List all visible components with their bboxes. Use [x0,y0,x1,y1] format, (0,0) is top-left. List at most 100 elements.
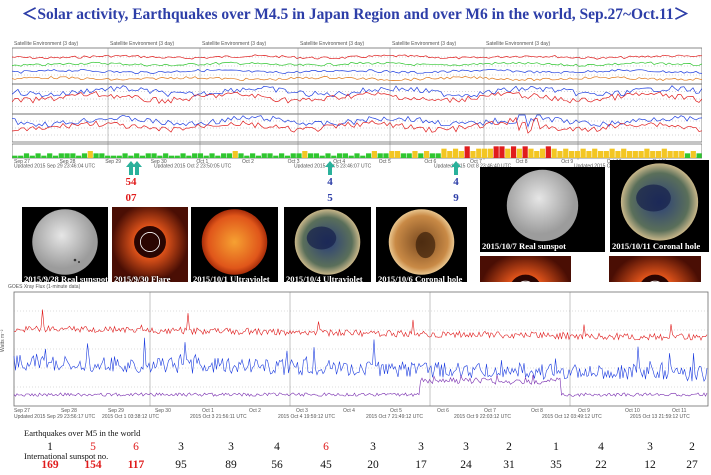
flare-marker-top: 4 [327,176,333,188]
kp-bar [429,153,435,158]
kp-bar [284,155,291,158]
kp-bar [418,153,424,158]
kp-bar [215,155,221,158]
sunspot-count: 169 [41,459,59,471]
earthquake-count: 2 [689,441,695,453]
kp-bar [93,153,99,158]
kp-bar [435,153,441,158]
flare-marker-bottom: 9 [453,192,459,204]
sunspot-count: 95 [175,459,187,471]
solar-photo: 2015/10/6 Coronal hole [376,207,467,285]
flare-marker-top: 54 [125,176,137,188]
flare-marker-top: 4 [453,176,459,188]
kp-bar [626,151,633,158]
kp-bar [673,151,679,158]
kp-bar [209,153,215,158]
kp-bar [87,151,93,158]
kp-bar [261,153,267,158]
solar-photo: 2015/10/1 Ultraviolet [191,207,278,285]
kp-bar [354,153,360,158]
kp-bar [180,153,186,158]
kp-bar [667,151,673,158]
kp-bar [186,155,192,158]
kp-bar [313,153,320,158]
kp-bar [696,153,702,158]
kp-bar [539,148,546,158]
sat-updated-label: Updated 2015 Oct 2 23:50:05 UTC [154,164,232,169]
earthquake-count: 3 [370,441,376,453]
kp-bar [592,148,598,158]
xray-axis-label: Oct 10 [625,408,640,414]
kp-bar [221,153,227,158]
kp-bar [609,148,615,158]
kp-bar [348,155,354,158]
kp-bar [18,155,24,158]
kp-bar [110,155,117,158]
xray-axis-label: Oct 3 [296,408,308,414]
xray-updated-label: Updated 2015 Sep 29 23:56:17 UTC [14,414,96,420]
xray-flux-panel: GOES Xray Flux (1-minute data) Watts m⁻² S… [0,282,711,430]
sunspot-count: 12 [644,459,656,471]
earthquake-count: 3 [418,441,424,453]
kp-bar [232,151,238,158]
xray-updated-label: 2015 Oct 13 21:59:12 UTC [630,414,690,420]
kp-bar [226,153,233,158]
kp-bar [250,153,256,158]
sunspot-count: 117 [127,459,145,471]
kp-bar [406,153,412,158]
flare-marker-bottom: 07 [125,192,137,204]
sat-axis-label: Oct 7 [470,159,482,165]
xray-axis-label: Oct 4 [343,408,355,414]
sunspot-count: 20 [367,459,379,471]
kp-bar [151,153,157,158]
kp-bar [499,146,505,158]
kp-bar [684,153,691,158]
kp-bar [516,148,522,158]
earthquake-count: 1 [553,441,559,453]
kp-bar [522,146,528,158]
earthquake-count: 2 [506,441,512,453]
kp-bar [644,148,650,158]
sat-trace [11,61,703,67]
sunspot-count: 89 [225,459,237,471]
sunspot-row: 169 154 117 95 89 56 45 20 17 24 31 35 22 12 27 [0,459,711,475]
sat-trace [11,91,703,105]
solar-photo: 2015/10/11 Coronal hole [610,160,709,252]
photo-caption: 2015/9/30 Flare [114,274,171,284]
kp-bar [168,155,175,158]
sunspot-count: 56 [271,459,283,471]
earthquake-count: 1 [47,441,53,453]
kp-bar [481,148,488,158]
sunspot-count: 27 [686,459,698,471]
kp-bar [690,151,696,158]
sat-header-label: Satellite Environment (3 day) [486,41,551,47]
kp-bar [621,148,627,158]
sat-axis-label: Sep 27 [14,159,30,165]
sat-axis-label: Oct 8 [516,159,528,165]
kp-bar [267,153,273,158]
sunspot-label: International sunspot no. [24,451,109,461]
kp-bar [632,151,638,158]
sunspot-count: 154 [84,459,102,471]
kp-bar [174,155,180,158]
earthquake-count: 6 [323,441,329,453]
xray-axis-label: Oct 2 [249,408,261,414]
xray-title-label: GOES Xray Flux (1-minute data) [8,284,81,290]
kp-bar [139,155,146,158]
kp-bar [383,153,389,158]
kp-bar [273,155,279,158]
kp-bar [545,146,551,158]
kp-bar [377,153,383,158]
kp-bar [116,155,122,158]
sunspot-count: 17 [415,459,427,471]
xray-axis-label: Sep 29 [108,408,124,414]
kp-bar [505,148,511,158]
kp-bar [319,155,325,158]
kp-bar [41,155,47,158]
xray-axis-label: Oct 1 [202,408,214,414]
kp-bar [563,148,569,158]
kp-bar [163,153,169,158]
xray-plot-frame [13,291,709,407]
kp-bar [679,151,685,158]
kp-bar [360,155,366,158]
